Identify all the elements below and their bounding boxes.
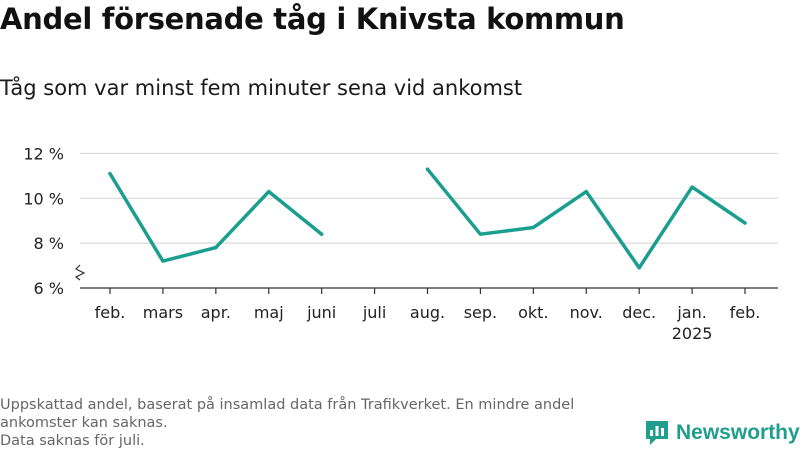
y-axis: 6 % 8 % 10 % 12 %: [23, 144, 86, 298]
data-point: [161, 259, 165, 263]
y-tick-label: 10 %: [23, 189, 64, 208]
y-tick-label: 6 %: [34, 279, 64, 298]
data-point: [267, 189, 271, 194]
gridlines: [80, 152, 778, 244]
x-tick-label: nov.: [570, 303, 603, 322]
x-tick-label: juni: [306, 303, 336, 322]
newsworthy-bar-chart-icon: [646, 421, 668, 445]
x-tick-sublabel: 2025: [672, 324, 713, 343]
chart-subtitle: Tåg som var minst fem minuter sena vid a…: [0, 76, 523, 100]
y-tick-label: 8 %: [34, 234, 64, 253]
data-point: [425, 167, 430, 171]
data-point: [214, 246, 218, 250]
data-point: [637, 266, 641, 270]
footnote-source: Uppskattad andel, baserat på insamlad da…: [0, 397, 575, 431]
data-point: [743, 221, 747, 225]
data-point: [584, 189, 588, 194]
chart-title: Andel försenade tåg i Knivsta kommun: [0, 2, 625, 36]
x-tick-label: aug.: [410, 303, 445, 322]
x-tick-label: feb.: [730, 303, 761, 322]
x-tick-label: mars: [143, 303, 183, 322]
x-tick-label: feb.: [95, 303, 126, 322]
x-tick-label: jan.: [676, 303, 706, 322]
data-point: [478, 232, 483, 236]
x-tick-label: okt.: [518, 303, 548, 322]
x-tick-label: juli: [362, 303, 386, 322]
axis-break-icon: [74, 264, 86, 281]
footnotes: Uppskattad andel, baserat på insamlad da…: [0, 396, 630, 450]
line-chart: 6 % 8 % 10 % 12 % feb. mars apr. maj juni juli au…: [23, 144, 778, 343]
x-axis: feb. mars apr. maj juni juli aug. sep. okt. nov. d…: [80, 287, 778, 343]
data-point: [108, 172, 112, 176]
data-point: [320, 232, 324, 236]
series-lines: [108, 167, 747, 270]
x-tick-label: sep.: [464, 303, 497, 322]
y-tick-label: 12 %: [23, 144, 64, 163]
brand-name: Newsworthy: [676, 421, 800, 444]
data-point: [690, 185, 694, 189]
brand-logo[interactable]: Newsworthy: [644, 419, 800, 447]
series-line-segment: [425, 167, 747, 270]
x-tick-label: apr.: [201, 303, 231, 322]
x-tick-label: dec.: [622, 303, 656, 322]
footnote-missing-data: Data saknas för juli.: [0, 433, 145, 449]
data-point: [531, 225, 535, 230]
x-tick-label: maj: [254, 303, 284, 322]
